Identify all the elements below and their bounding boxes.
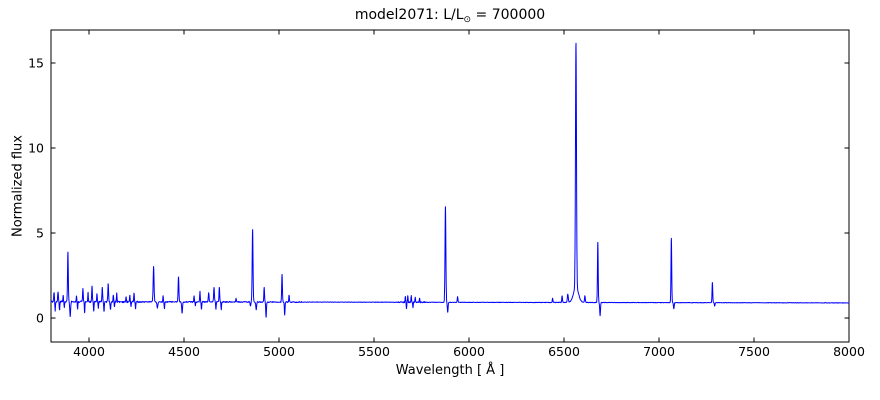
plot-title: model2071: L/L⊙ = 700000 bbox=[51, 7, 849, 25]
x-tick-label: 5000 bbox=[263, 344, 295, 359]
y-tick-label: 5 bbox=[36, 226, 44, 241]
plot-title-prefix: model2071: L/L bbox=[354, 7, 464, 23]
y-tick-label: 15 bbox=[28, 55, 44, 70]
x-tick-label: 7000 bbox=[643, 344, 675, 359]
spectrum-line bbox=[50, 42, 850, 318]
sun-symbol: ⊙ bbox=[463, 15, 472, 25]
x-axis-label: Wavelength [ Å ] bbox=[395, 363, 505, 378]
y-axis-label: Normalized flux bbox=[10, 135, 26, 237]
x-tick-label: 5500 bbox=[358, 344, 390, 359]
x-tick-label: 7500 bbox=[738, 344, 770, 359]
x-tick-label: 6500 bbox=[548, 344, 580, 359]
x-tick-label: 8000 bbox=[833, 344, 865, 359]
plot-title-suffix: = 700000 bbox=[471, 7, 546, 23]
x-tick-label: 4000 bbox=[73, 344, 105, 359]
x-tick-label: 6000 bbox=[453, 344, 485, 359]
y-tick-label: 10 bbox=[28, 140, 44, 155]
y-tick-label: 0 bbox=[36, 311, 44, 326]
x-tick-label: 4500 bbox=[168, 344, 200, 359]
plot-frame bbox=[50, 29, 850, 343]
